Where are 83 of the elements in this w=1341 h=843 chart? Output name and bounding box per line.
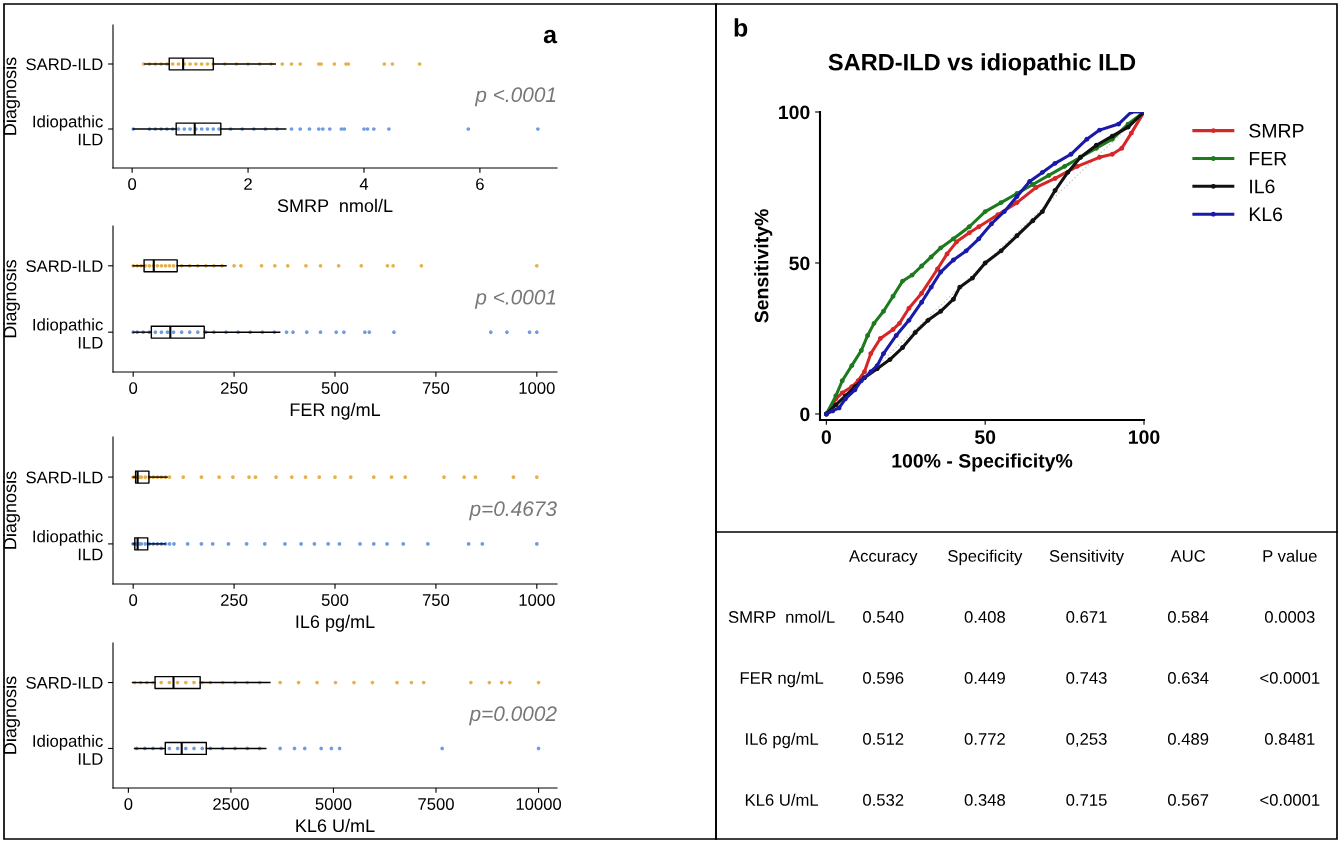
x-tick-label: 0 <box>124 798 133 810</box>
legend-label: SMRP <box>1249 123 1304 138</box>
text: b <box>734 18 748 37</box>
y-tick-label: 0 <box>800 407 810 422</box>
x-axis-title: KL6 U/mL <box>296 818 375 833</box>
x-tick-label: 2500 <box>213 798 249 810</box>
y-axis-title: Diagnosis <box>3 57 20 135</box>
text: 0.743 <box>1066 672 1107 684</box>
x-axis-title: IL6 pg/mL <box>296 614 375 632</box>
text: 0.584 <box>1167 611 1209 623</box>
y-tick-label: Idiopathic ILD <box>33 734 103 765</box>
text: 0.348 <box>964 794 1006 806</box>
text: 0,253 <box>1066 733 1107 747</box>
x-tick-label: 7500 <box>418 798 454 810</box>
text: 0.671 <box>1066 611 1107 623</box>
x-axis-title: 100% - Specificity% <box>892 453 1073 472</box>
text: 0.0003 <box>1264 611 1315 623</box>
x-tick-label: 5000 <box>315 798 352 810</box>
y-tick-label: Idiopathic ILD <box>33 530 103 561</box>
x-tick-label: 100 <box>1129 430 1160 444</box>
text: <0.0001 <box>1260 794 1320 806</box>
x-tick-label: 250 <box>221 382 248 394</box>
x-tick-label: 0 <box>129 594 138 606</box>
annotation: p=0.4673 <box>469 501 557 521</box>
x-axis-title: FER ng/mL <box>290 402 381 420</box>
x-tick-label: 750 <box>422 382 450 394</box>
category-label: AUC <box>1170 550 1206 562</box>
y-tick-label: Idiopathic ILD <box>33 115 103 146</box>
y-tick-label: SARD-ILD <box>26 676 103 689</box>
category-label: P value <box>1263 549 1317 562</box>
legend-label: FER <box>1249 151 1287 166</box>
y-tick-label: SARD-ILD <box>26 58 103 71</box>
x-tick-label: 500 <box>321 594 349 606</box>
x-tick-label: 250 <box>221 594 248 606</box>
y-tick-label: 100 <box>779 105 810 120</box>
y-axis-title: Diagnosis <box>3 471 20 549</box>
x-axis-title: SMRP nmol/L <box>277 198 393 213</box>
x-tick-label: 1000 <box>519 594 555 606</box>
text: 0.634 <box>1167 672 1209 684</box>
x-tick-label: 500 <box>321 382 349 394</box>
category-label: SMRP nmol/L <box>728 610 835 623</box>
annotation: p=0.0002 <box>469 706 557 726</box>
text: 0.532 <box>863 794 904 806</box>
text: 0.449 <box>964 672 1005 684</box>
y-axis-title: Diagnosis <box>3 260 20 338</box>
y-axis-title: Sensitivity% <box>754 209 773 323</box>
x-tick-label: 50 <box>974 430 996 444</box>
x-tick-label: 750 <box>422 594 450 606</box>
text: 0.489 <box>1167 733 1209 745</box>
y-tick-label: SARD-ILD <box>26 471 103 484</box>
chart-title: a <box>543 29 558 44</box>
x-tick-label: 4 <box>359 178 369 190</box>
chart-title: SARD-ILD vs idiopathic ILD <box>828 53 1136 76</box>
category-label: Sensitivity <box>1049 549 1124 566</box>
legend-label: IL6 <box>1250 179 1275 194</box>
category-label: KL6 U/mL <box>745 793 819 806</box>
y-tick-label: Idiopathic ILD <box>33 318 103 349</box>
text: 0.772 <box>964 733 1005 745</box>
x-tick-label: 10000 <box>516 798 562 810</box>
y-axis-title: Diagnosis <box>3 676 20 754</box>
category-label: IL6 pg/mL <box>746 732 819 749</box>
category-label: Specificity <box>948 549 1023 566</box>
x-tick-label: 0 <box>129 382 138 394</box>
text: 0.8481 <box>1264 733 1315 745</box>
x-tick-label: 6 <box>476 178 484 190</box>
y-tick-label: SARD-ILD <box>26 260 103 273</box>
category-label: FER ng/mL <box>740 671 824 688</box>
annotation: p <.0001 <box>474 289 556 309</box>
annotation: p <.0001 <box>474 87 556 107</box>
category-label: Accuracy <box>849 550 918 566</box>
legend-label: KL6 <box>1249 207 1283 222</box>
text: 0.715 <box>1066 794 1107 806</box>
text: 0.540 <box>863 611 904 623</box>
x-tick-label: 0 <box>821 430 831 444</box>
text: 0.512 <box>863 733 904 745</box>
text: 0.408 <box>964 611 1006 623</box>
text: 0.596 <box>863 672 904 684</box>
x-tick-label: 2 <box>244 178 252 190</box>
text: 0.567 <box>1167 794 1209 806</box>
y-tick-label: 50 <box>789 256 810 271</box>
text: <0.0001 <box>1260 672 1320 684</box>
x-tick-label: 1000 <box>519 382 555 394</box>
x-tick-label: 0 <box>128 178 137 190</box>
